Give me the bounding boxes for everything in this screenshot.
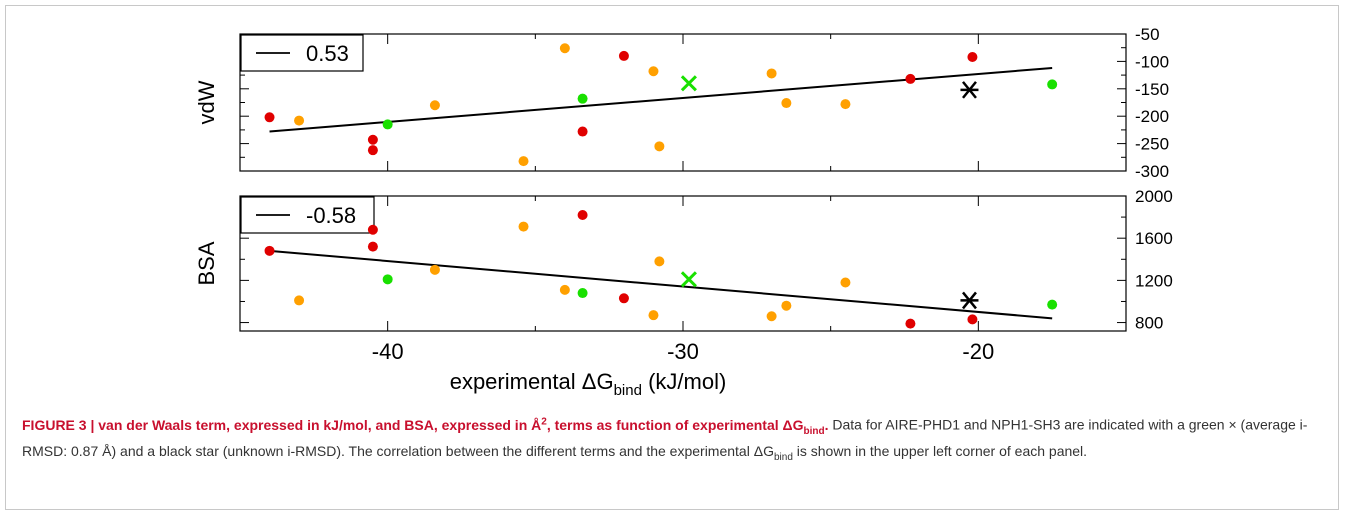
- data-point: [766, 68, 777, 79]
- y-axis-label: vdW: [194, 80, 219, 124]
- y-tick-label: -250: [1135, 135, 1169, 154]
- data-point: [618, 50, 629, 61]
- legend: -0.58: [240, 196, 375, 234]
- data-point: [967, 52, 978, 63]
- data-point: [264, 112, 275, 123]
- data-point: [766, 311, 777, 322]
- chart-svg: -50 -100 -150 -200 -250 -300 vdW 0.53 800 1200 160…: [194, 25, 1173, 399]
- data-point: [367, 134, 378, 145]
- star-stroke: [962, 81, 977, 99]
- y-tick-label: -300: [1135, 162, 1169, 181]
- data-point: [518, 156, 529, 167]
- data-point: [648, 66, 659, 77]
- star-marker: [960, 81, 979, 99]
- cross-stroke: [680, 75, 697, 92]
- fit-line: [269, 66, 1053, 133]
- cross-marker: [680, 75, 697, 92]
- x-tick-label: -30: [667, 339, 699, 364]
- figure-frame: [5, 5, 1339, 510]
- y-tick-label: 2000: [1135, 187, 1173, 206]
- cross-stroke: [680, 271, 697, 288]
- caption-body: Data for AIRE-PHD1 and NPH1-SH3 are indi…: [22, 416, 1308, 460]
- x-tick-label: -40: [372, 339, 404, 364]
- data-point: [618, 293, 629, 304]
- y-tick-label: -100: [1135, 52, 1169, 71]
- data-point: [1047, 299, 1058, 310]
- data-point: [905, 318, 916, 329]
- data-point: [429, 100, 440, 111]
- cross-marker: [680, 271, 697, 288]
- legend-label: 0.53: [306, 41, 349, 66]
- data-point: [382, 119, 393, 130]
- data-point: [967, 314, 978, 325]
- data-point: [905, 73, 916, 84]
- data-point: [294, 295, 305, 306]
- y-tick-label: 1600: [1135, 229, 1173, 248]
- y-tick-label: 800: [1135, 314, 1163, 333]
- y-tick-label: 1200: [1135, 271, 1173, 290]
- data-point: [648, 310, 659, 321]
- data-point: [294, 115, 305, 126]
- data-point: [367, 145, 378, 156]
- x-tick-label: -20: [962, 339, 994, 364]
- star-stroke: [962, 291, 977, 310]
- data-point: [577, 93, 588, 104]
- data-point: [382, 274, 393, 285]
- data-point: [559, 43, 570, 54]
- data-point: [429, 264, 440, 275]
- data-point: [781, 300, 792, 311]
- x-axis-label: experimental ΔGbind (kJ/mol): [450, 369, 727, 399]
- y-tick-label: -50: [1135, 25, 1160, 44]
- y-tick-label: -150: [1135, 80, 1169, 99]
- data-point: [1047, 79, 1058, 90]
- data-point: [840, 99, 851, 110]
- legend: 0.53: [240, 34, 364, 72]
- data-point: [781, 98, 792, 109]
- data-point: [264, 245, 275, 256]
- data-point: [559, 284, 570, 295]
- data-point: [840, 277, 851, 288]
- data-point: [577, 288, 588, 299]
- caption-title: FIGURE 3 | van der Waals term, expressed…: [22, 416, 829, 437]
- figure-caption: FIGURE 3 | van der Waals term, expressed…: [22, 416, 1308, 464]
- data-point: [577, 209, 588, 220]
- y-axis-label: BSA: [194, 241, 219, 285]
- data-point: [654, 141, 665, 152]
- data-point: [518, 221, 529, 232]
- data-point: [367, 224, 378, 235]
- legend-box: [240, 196, 375, 234]
- data-point: [654, 256, 665, 267]
- star-marker: [960, 291, 979, 310]
- fit-line: [269, 249, 1053, 320]
- panel-bottom: 800 1200 1600 2000 -40 -30 -20 BSA -0.58: [194, 187, 1173, 364]
- legend-label: -0.58: [306, 203, 356, 228]
- data-point: [577, 126, 588, 137]
- data-point: [367, 241, 378, 252]
- panel-top: -50 -100 -150 -200 -250 -300 vdW 0.53: [194, 25, 1169, 181]
- y-tick-label: -200: [1135, 107, 1169, 126]
